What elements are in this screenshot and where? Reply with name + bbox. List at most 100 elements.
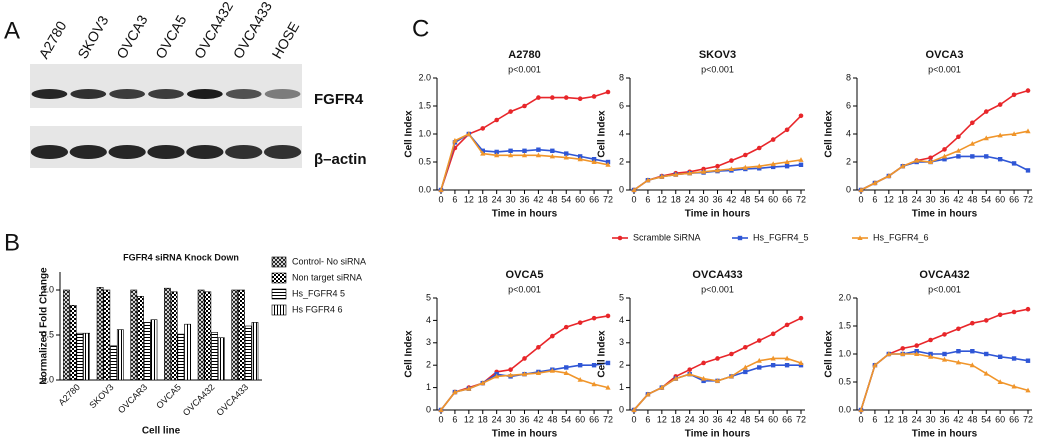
marker — [536, 95, 541, 100]
marker — [997, 132, 1003, 138]
marker — [631, 187, 637, 192]
marker — [522, 103, 527, 109]
marker — [700, 375, 707, 381]
y-tick-label: 0.0 — [418, 184, 431, 194]
marker — [798, 315, 804, 321]
chart-subtitle: p<0.001 — [928, 284, 961, 294]
chart-subtitle: p<0.001 — [701, 284, 734, 294]
marker — [969, 362, 975, 368]
marker — [729, 158, 734, 163]
x-tick-label: 42 — [953, 194, 963, 204]
bar — [164, 287, 171, 381]
band — [225, 145, 263, 159]
marker — [507, 152, 514, 158]
marker — [452, 389, 458, 395]
marker — [466, 131, 472, 136]
x-tick-label: 72 — [1023, 194, 1033, 204]
marker — [770, 363, 776, 368]
x-tick-label: 18 — [898, 194, 908, 204]
x-axis-label: Cell line — [142, 426, 181, 437]
marker — [984, 154, 989, 159]
marker — [701, 360, 706, 366]
marker — [997, 312, 1003, 318]
marker — [928, 337, 933, 343]
y-axis-label: Cell Index — [824, 110, 835, 158]
marker — [521, 371, 528, 377]
chart-subtitle: p<0.001 — [508, 284, 541, 294]
x-tick-label: 36 — [519, 414, 529, 424]
x-tick-label: 36 — [939, 414, 949, 424]
x-tick-label: OVCA432 — [181, 382, 217, 418]
chart-subtitle: p<0.001 — [701, 64, 734, 74]
x-tick-label: 54 — [561, 194, 571, 204]
x-tick-label: 12 — [464, 414, 474, 424]
marker — [942, 157, 947, 162]
band-label: β–actin — [314, 151, 367, 168]
marker — [997, 354, 1003, 359]
x-tick-label: 30 — [926, 194, 936, 204]
band-label: FGFR4 — [314, 91, 364, 108]
y-tick-label: 0.5 — [418, 156, 431, 166]
marker — [577, 376, 583, 382]
x-tick-label: 18 — [478, 414, 488, 424]
y-axis-label: Cell Index — [597, 330, 608, 378]
marker — [563, 95, 569, 100]
marker — [970, 320, 975, 326]
marker — [535, 152, 542, 158]
marker — [969, 141, 975, 146]
x-tick-label: 6 — [872, 414, 877, 424]
y-tick-label: 1.5 — [838, 320, 851, 330]
band — [264, 89, 301, 99]
y-tick-label: 1 — [426, 382, 431, 392]
marker — [564, 365, 569, 370]
chart-title: SKOV3 — [699, 49, 736, 61]
legend-label: Hs FGFR4 6 — [292, 304, 343, 314]
marker — [1025, 128, 1031, 134]
marker — [591, 363, 597, 368]
marker — [1025, 306, 1031, 312]
marker — [729, 351, 734, 357]
band — [263, 145, 302, 159]
marker — [997, 102, 1003, 107]
marker — [563, 154, 569, 160]
x-axis-label: Time in hours — [492, 209, 558, 220]
x-tick-label: 0 — [438, 194, 443, 204]
marker — [914, 343, 919, 348]
chart-title: A2780 — [508, 49, 540, 61]
marker — [549, 153, 555, 159]
x-tick-label: 54 — [981, 194, 991, 204]
y-tick-label: 0 — [846, 184, 851, 194]
x-tick-label: 54 — [754, 414, 764, 424]
marker — [756, 357, 762, 363]
marker — [480, 380, 486, 386]
marker — [756, 338, 762, 343]
marker — [549, 368, 555, 373]
marker — [872, 362, 878, 368]
x-tick-label: 36 — [939, 194, 949, 204]
marker — [715, 163, 720, 169]
marker — [631, 407, 637, 412]
lane-label: OVCA3 — [113, 12, 151, 61]
marker — [900, 346, 906, 351]
marker — [605, 384, 611, 390]
y-tick-label: 0.0 — [838, 404, 851, 414]
bar — [197, 289, 205, 381]
x-tick-label: 24 — [685, 414, 695, 424]
marker — [756, 163, 762, 169]
chart-title: FGFR4 siRNA Knock Down — [123, 252, 239, 262]
marker — [955, 359, 962, 365]
bar — [238, 289, 245, 381]
marker — [942, 332, 947, 337]
x-tick-label: 6 — [645, 194, 650, 204]
bar — [217, 337, 225, 381]
x-tick-label: 66 — [589, 194, 599, 204]
bar — [231, 289, 239, 381]
marker — [941, 356, 948, 362]
marker — [770, 331, 776, 337]
marker — [715, 356, 720, 361]
x-tick-label: 60 — [995, 414, 1005, 424]
x-tick-label: 42 — [533, 414, 543, 424]
y-axis-label: Cell Index — [597, 110, 608, 158]
x-tick-label: 36 — [712, 414, 722, 424]
marker — [858, 187, 864, 192]
